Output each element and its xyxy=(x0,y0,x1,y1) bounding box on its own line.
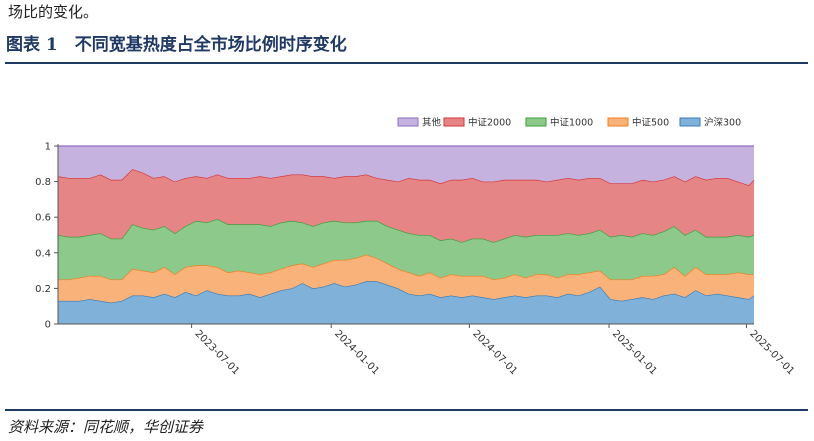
lead-text: 场比的变化。 xyxy=(8,3,99,21)
y-tick-label: 0.2 xyxy=(35,284,51,295)
source-rule xyxy=(5,409,808,411)
figure-title: 图表 1 不同宽基热度占全市场比例时序变化 xyxy=(6,35,347,55)
area-zz2000 xyxy=(58,169,754,243)
area-other xyxy=(58,146,754,186)
legend-swatch-zz2000 xyxy=(443,117,465,127)
area-zz500 xyxy=(58,254,754,303)
area-zz1000 xyxy=(58,219,754,280)
legend-label-hs300: 沪深300 xyxy=(704,117,741,129)
chart-legend: 其他 中证2000 中证1000 中证500 沪深300 xyxy=(397,117,741,129)
legend-swatch-zz500 xyxy=(607,117,629,127)
x-tick-label: 2024-07-01 xyxy=(470,328,519,377)
y-tick-label: 1 xyxy=(45,142,51,153)
legend-label-zz2000: 中证2000 xyxy=(468,117,511,129)
x-tick-label: 2025-07-01 xyxy=(747,328,796,377)
legend-label-other: 其他 xyxy=(422,117,442,129)
area-hs300 xyxy=(58,281,754,324)
x-tick-label: 2023-07-01 xyxy=(192,328,241,377)
legend-swatch-other xyxy=(397,117,419,127)
y-tick-label: 0.4 xyxy=(35,248,51,259)
y-tick-label: 0.6 xyxy=(35,213,51,224)
source-note: 资料来源：同花顺，华创证券 xyxy=(8,418,204,436)
title-rule xyxy=(5,62,808,64)
legend-swatch-hs300 xyxy=(679,117,701,127)
y-tick-label: 0 xyxy=(45,320,51,331)
legend-swatch-zz1000 xyxy=(525,117,547,127)
legend-label-zz500: 中证500 xyxy=(632,117,669,129)
legend-label-zz1000: 中证1000 xyxy=(550,117,593,129)
y-tick-label: 0.8 xyxy=(35,177,51,188)
x-tick-label: 2024-01-01 xyxy=(332,328,381,377)
chart-areas xyxy=(57,145,755,324)
x-tick-label: 2025-01-01 xyxy=(610,328,659,377)
